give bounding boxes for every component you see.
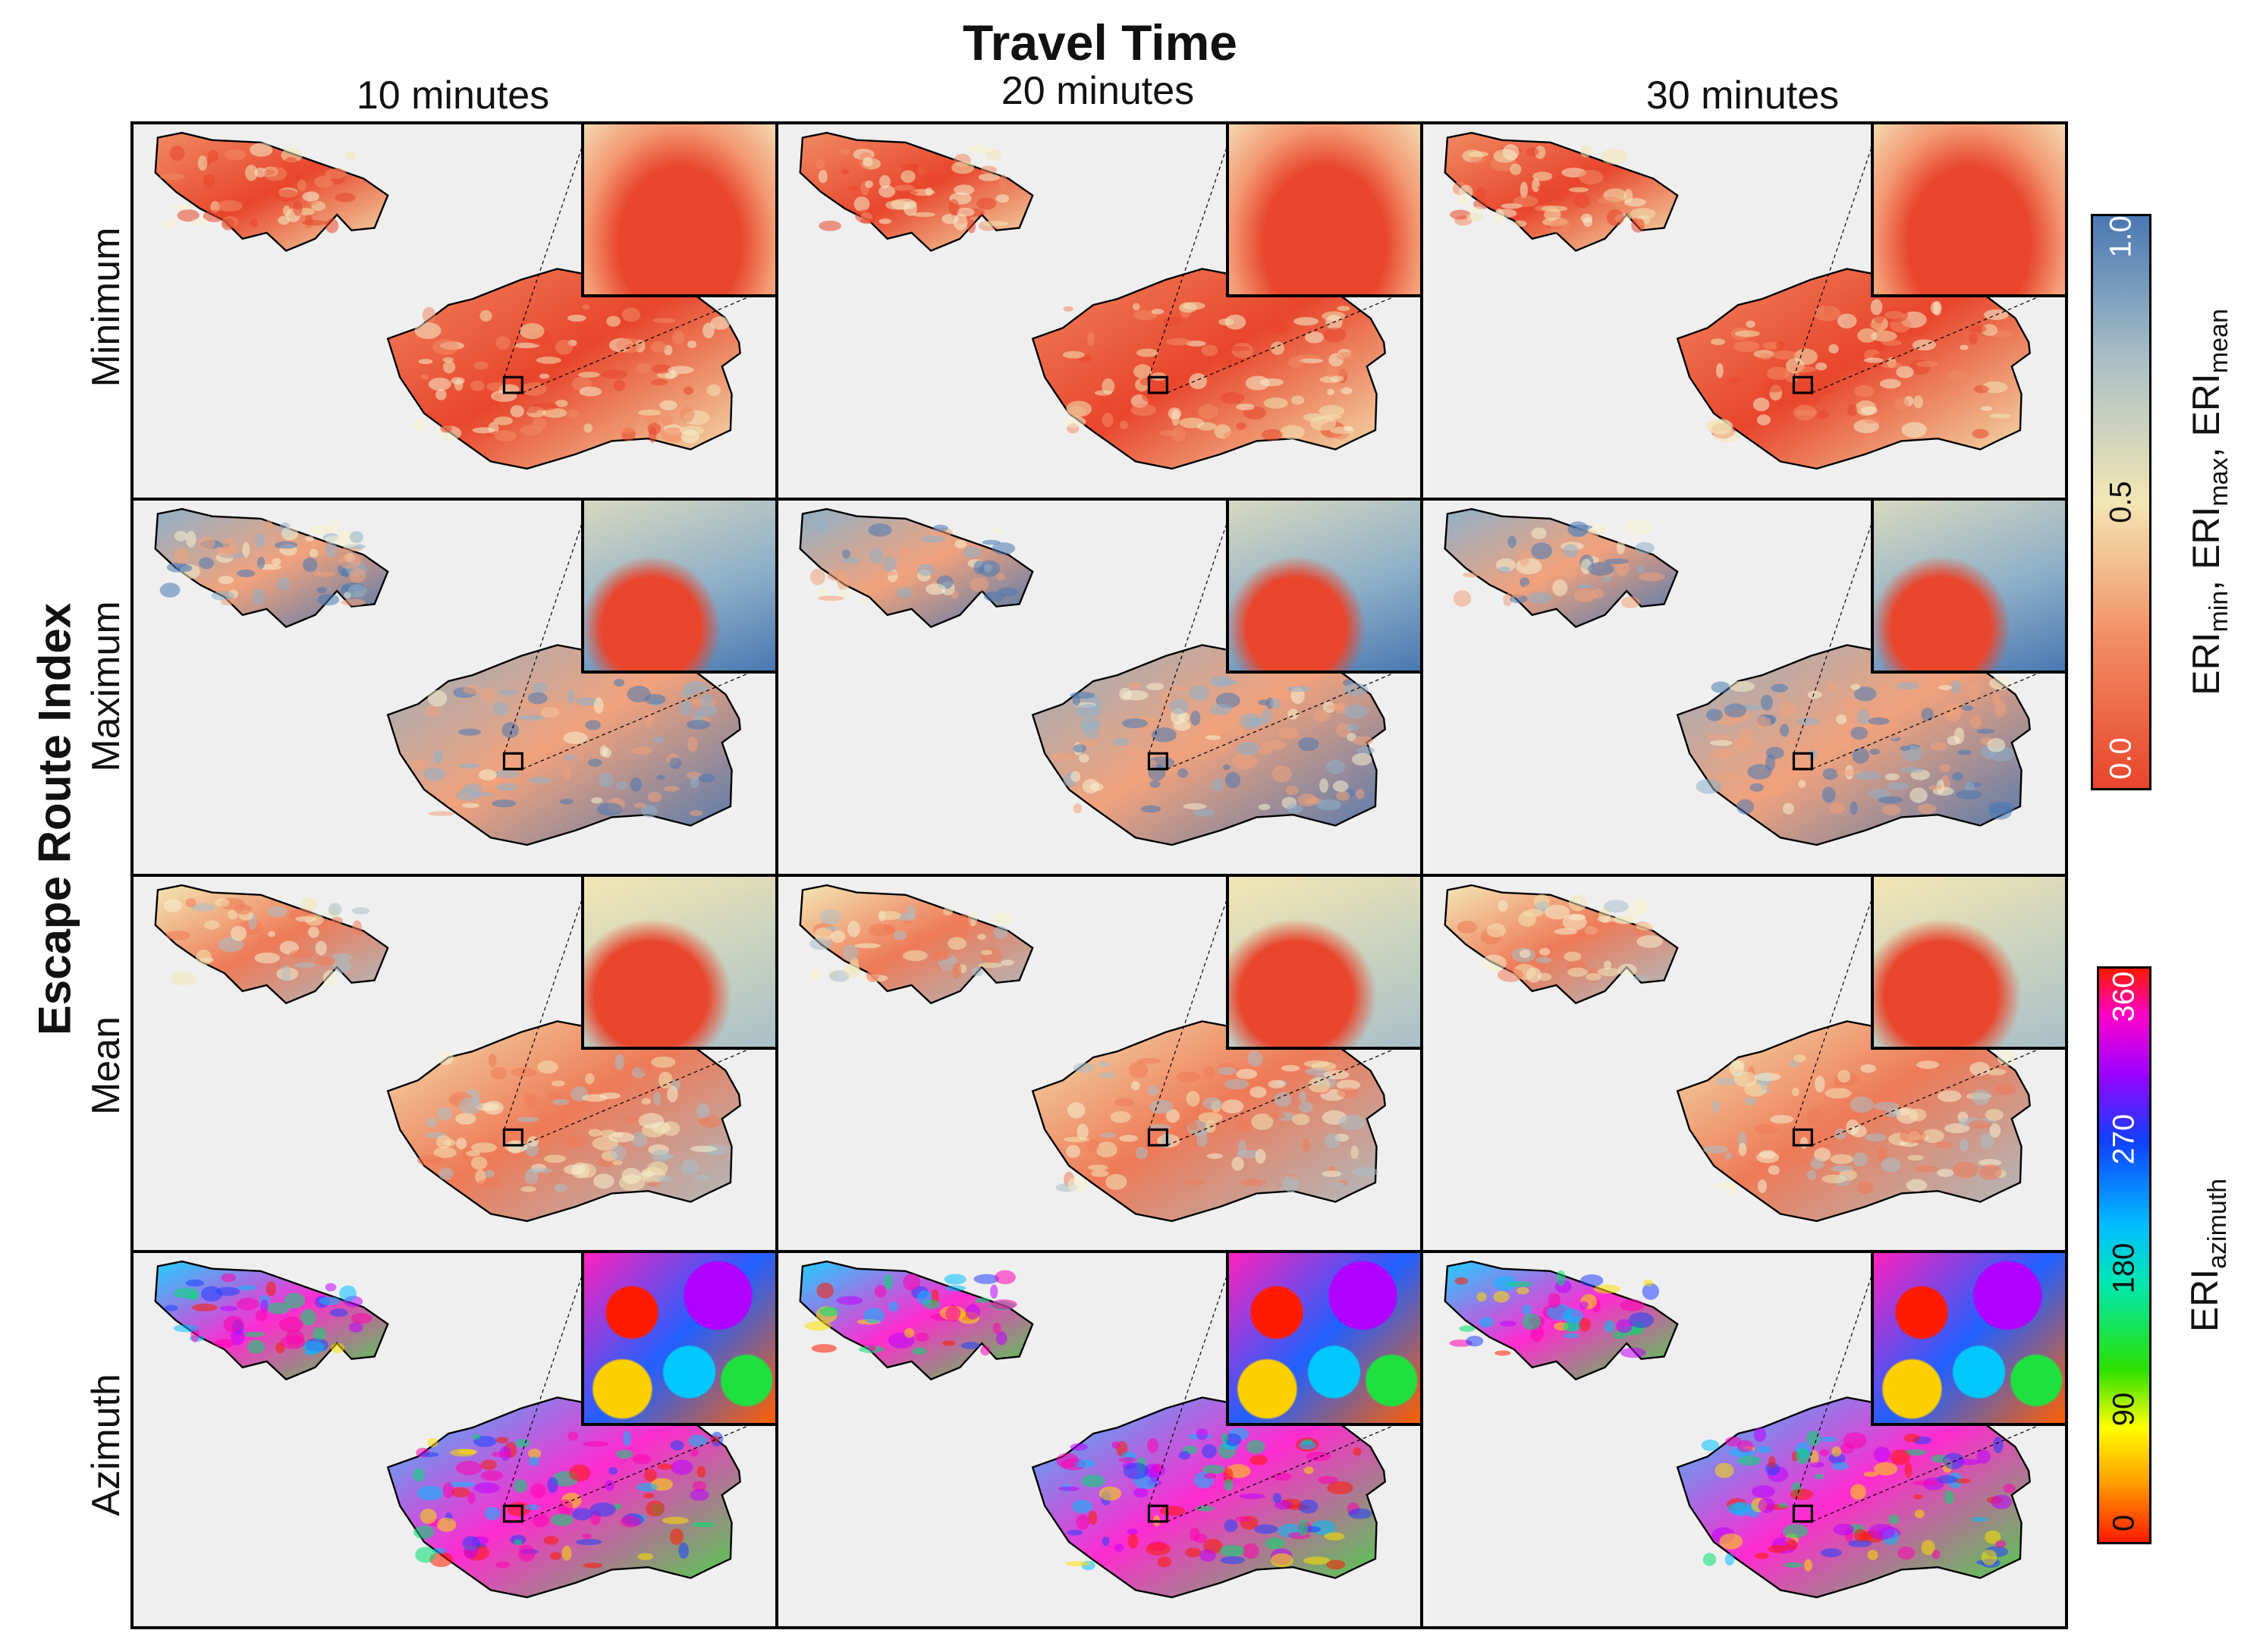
azimuth-colorbar-label: ERIazimuth: [2183, 1178, 2232, 1333]
map-panel-azimuth-10min: [130, 1250, 778, 1629]
zoom-leader-line: [1793, 502, 1879, 754]
study-area-upper: [799, 1260, 1034, 1381]
zoom-inset: [1871, 1253, 2065, 1426]
zoom-leader-line: [503, 878, 589, 1130]
study-area-upper: [799, 884, 1034, 1005]
zoom-leader-line: [503, 126, 589, 378]
zoom-leader-line: [522, 285, 775, 394]
zoom-leader-line: [522, 661, 775, 770]
zoom-inset: [1226, 124, 1420, 297]
zoom-extent-box: [1147, 375, 1168, 394]
row-label-mean: Mean: [84, 1016, 128, 1116]
zoom-leader-line: [1167, 661, 1420, 770]
map-panel-maximum-10min: [130, 498, 778, 877]
zoom-leader-line: [1793, 126, 1879, 378]
map-panel-minimum-10min: [130, 121, 778, 501]
zoom-inset: [581, 124, 775, 297]
row-label-azimuth: Azimuth: [84, 1374, 128, 1516]
zoom-extent-box: [1792, 375, 1813, 394]
zoom-leader-line: [1793, 1255, 1879, 1506]
zoom-inset: [1226, 1253, 1420, 1426]
zoom-inset: [581, 877, 775, 1050]
zoom-extent-box: [502, 1128, 523, 1147]
zoom-inset: [581, 1253, 775, 1426]
zoom-inset: [1871, 124, 2065, 297]
zoom-leader-line: [522, 1038, 775, 1146]
map-panel-mean-10min: [130, 874, 778, 1253]
zoom-extent-box: [1147, 752, 1168, 771]
zoom-inset: [1226, 877, 1420, 1050]
zoom-extent-box: [502, 752, 523, 771]
zoom-leader-line: [1148, 502, 1234, 754]
row-label-maximum: Maximum: [84, 601, 128, 772]
zoom-extent-box: [1147, 1128, 1168, 1147]
zoom-leader-line: [1148, 126, 1234, 378]
eri-tick-0-5: 0.5: [2104, 481, 2138, 523]
zoom-leader-line: [1148, 878, 1234, 1130]
map-panel-mean-20min: [775, 874, 1423, 1253]
zoom-leader-line: [1812, 1038, 2065, 1146]
column-title-10-minutes: 10 minutes: [356, 74, 550, 118]
map-panel-azimuth-30min: [1420, 1250, 2068, 1629]
azimuth-tick-180: 180: [2107, 1242, 2141, 1294]
zoom-leader-line: [522, 1414, 775, 1522]
zoom-leader-line: [503, 502, 589, 754]
column-title-30-minutes: 30 minutes: [1645, 74, 1840, 118]
zoom-leader-line: [1167, 1414, 1420, 1522]
zoom-leader-line: [1167, 285, 1420, 394]
zoom-leader-line: [1167, 1038, 1420, 1146]
azimuth-tick-0: 0: [2107, 1514, 2141, 1532]
zoom-extent-box: [502, 375, 523, 394]
zoom-extent-box: [1147, 1504, 1168, 1523]
zoom-inset: [1226, 501, 1420, 674]
zoom-extent-box: [502, 1504, 523, 1523]
zoom-leader-line: [1793, 878, 1879, 1130]
eri-tick-1: 1.0: [2104, 215, 2138, 258]
eri-tick-0: 0.0: [2104, 737, 2138, 780]
map-panel-maximum-20min: [775, 498, 1423, 877]
y-axis-title: Escape Route Index: [29, 602, 80, 1036]
map-panel-azimuth-20min: [775, 1250, 1423, 1629]
column-title-20-minutes: 20 minutes: [1001, 69, 1195, 113]
zoom-extent-box: [1792, 1504, 1813, 1523]
zoom-leader-line: [1812, 1414, 2065, 1522]
eri-colorbar: [2091, 214, 2151, 790]
zoom-leader-line: [1812, 285, 2065, 394]
zoom-leader-line: [1148, 1255, 1234, 1506]
azimuth-tick-360: 360: [2107, 971, 2141, 1022]
zoom-inset: [581, 501, 775, 674]
azimuth-colorbar: [2097, 966, 2151, 1544]
azimuth-tick-90: 90: [2107, 1392, 2141, 1427]
figure-title: Travel Time: [962, 14, 1237, 71]
zoom-inset: [1871, 501, 2065, 674]
study-area-upper: [1444, 1260, 1679, 1381]
zoom-leader-line: [1812, 661, 2065, 770]
zoom-extent-box: [1792, 752, 1813, 771]
map-panel-maximum-30min: [1420, 498, 2068, 877]
map-panel-mean-30min: [1420, 874, 2068, 1253]
map-panel-minimum-30min: [1420, 121, 2068, 501]
map-panel-minimum-20min: [775, 121, 1423, 501]
eri-colorbar-label: ERImin, ERImax, ERImean: [2185, 309, 2233, 696]
row-label-minimum: Minimum: [84, 227, 128, 388]
zoom-inset: [1871, 877, 2065, 1050]
azimuth-tick-270: 270: [2107, 1113, 2141, 1165]
zoom-leader-line: [503, 1255, 589, 1506]
zoom-extent-box: [1792, 1128, 1813, 1147]
